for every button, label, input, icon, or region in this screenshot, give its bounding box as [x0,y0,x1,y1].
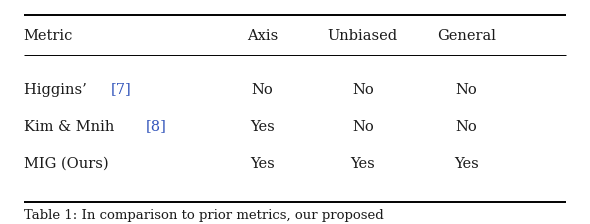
Text: Yes: Yes [250,157,275,170]
Text: No: No [455,83,477,97]
Text: Table 1: In comparison to prior metrics, our proposed: Table 1: In comparison to prior metrics,… [24,209,384,222]
Text: Axis: Axis [247,29,278,43]
Text: No: No [352,120,373,134]
Text: Yes: Yes [350,157,375,170]
Text: Kim & Mnih: Kim & Mnih [24,120,119,134]
Text: [7]: [7] [110,83,132,97]
Text: Metric: Metric [24,29,73,43]
Text: [8]: [8] [146,120,167,134]
Text: No: No [352,83,373,97]
Text: MIG (Ours): MIG (Ours) [24,157,108,170]
Text: Yes: Yes [250,120,275,134]
Text: No: No [252,83,273,97]
Text: Yes: Yes [454,157,478,170]
Text: No: No [455,120,477,134]
Text: Unbiased: Unbiased [328,29,398,43]
Text: General: General [437,29,496,43]
Text: Higgins’: Higgins’ [24,83,91,97]
